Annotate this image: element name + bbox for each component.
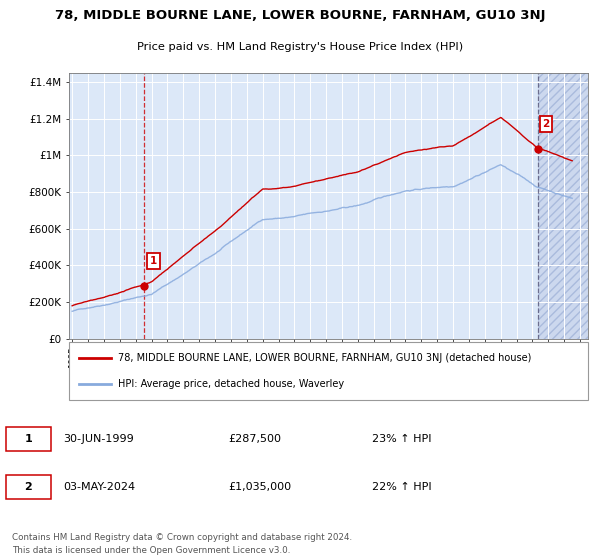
Text: 78, MIDDLE BOURNE LANE, LOWER BOURNE, FARNHAM, GU10 3NJ (detached house): 78, MIDDLE BOURNE LANE, LOWER BOURNE, FA… — [118, 353, 532, 363]
Text: Price paid vs. HM Land Registry's House Price Index (HPI): Price paid vs. HM Land Registry's House … — [137, 42, 463, 52]
Text: 22% ↑ HPI: 22% ↑ HPI — [372, 482, 431, 492]
Text: Contains HM Land Registry data © Crown copyright and database right 2024.
This d: Contains HM Land Registry data © Crown c… — [12, 533, 352, 555]
Text: £287,500: £287,500 — [228, 433, 281, 444]
Text: 23% ↑ HPI: 23% ↑ HPI — [372, 433, 431, 444]
Text: 78, MIDDLE BOURNE LANE, LOWER BOURNE, FARNHAM, GU10 3NJ: 78, MIDDLE BOURNE LANE, LOWER BOURNE, FA… — [55, 9, 545, 22]
FancyBboxPatch shape — [6, 475, 51, 498]
Text: 2: 2 — [25, 482, 32, 492]
Text: 03-MAY-2024: 03-MAY-2024 — [63, 482, 135, 492]
Bar — [538, 73, 588, 339]
Text: 1: 1 — [150, 256, 157, 266]
Text: HPI: Average price, detached house, Waverley: HPI: Average price, detached house, Wave… — [118, 379, 344, 389]
Text: 1: 1 — [25, 433, 32, 444]
Text: 30-JUN-1999: 30-JUN-1999 — [63, 433, 134, 444]
Text: 2: 2 — [542, 119, 550, 129]
FancyBboxPatch shape — [69, 342, 588, 400]
Text: £1,035,000: £1,035,000 — [228, 482, 291, 492]
FancyBboxPatch shape — [6, 427, 51, 451]
